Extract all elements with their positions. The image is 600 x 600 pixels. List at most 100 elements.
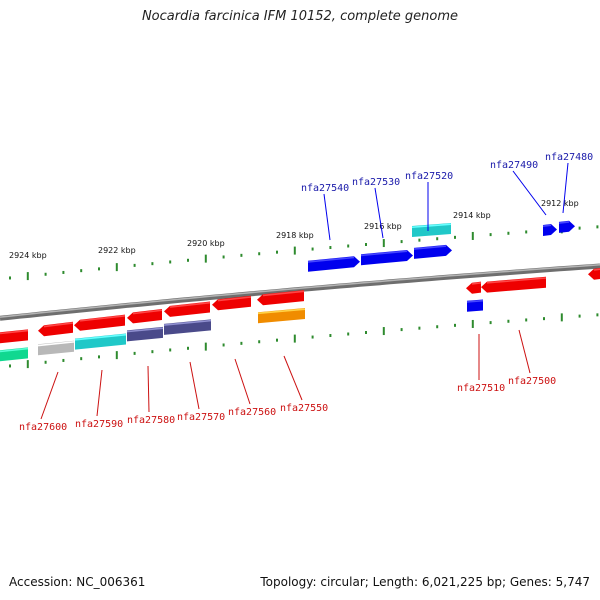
kbp-label: 2920 kbp (187, 239, 225, 248)
gene-red-edge-right (588, 268, 600, 280)
kbp-label: 2924 kbp (9, 251, 47, 260)
gene-nfa27510 (466, 281, 482, 294)
gene-nfa27550-highlight (262, 290, 305, 297)
gene-nfa27500-body (481, 276, 546, 293)
gene-slate-27580-highlight (126, 327, 164, 333)
gene-nfa27530-highlight (360, 250, 408, 257)
gene-nfa27510-body (466, 281, 481, 294)
gene-nfa27510-highlight (471, 282, 482, 285)
gene-label-reverse: nfa27600 (19, 422, 67, 433)
gene-green-edge-highlight (0, 347, 29, 353)
gene-grey (37, 340, 75, 356)
leader-line-reverse (40, 371, 59, 420)
accession-text: Accession: NC_006361 (9, 575, 146, 589)
gene-nfa27500 (481, 276, 547, 293)
gene-nfa27550-body (257, 290, 304, 306)
backbone-shadow (0, 263, 600, 321)
gene-red-edge (0, 329, 29, 344)
gene-label-reverse: nfa27510 (457, 383, 505, 394)
genome-summary-text: Topology: circular; Length: 6,021,225 bp… (260, 575, 590, 589)
gene-cyan-27590-highlight (74, 333, 127, 341)
gene-label-forward: nfa27490 (490, 160, 538, 171)
gene-nfa27570-highlight (169, 301, 211, 308)
leader-line-forward (323, 193, 331, 241)
gene-nfa27480-body (559, 220, 575, 233)
gene-label-forward: nfa27520 (405, 171, 453, 182)
gene-label-forward: nfa27530 (352, 177, 400, 188)
gene-red-edge-right-highlight (593, 268, 600, 271)
kbp-label: 2916 kbp (364, 222, 402, 231)
gene-grey-highlight (37, 341, 75, 347)
gene-nfa27490-highlight (542, 224, 552, 228)
leader-line-reverse (147, 365, 150, 413)
gene-orange-27550-highlight (257, 308, 306, 315)
gene-nfa27560 (212, 295, 252, 311)
gene-nfa27590 (74, 314, 126, 331)
gene-label-forward: nfa27480 (545, 152, 593, 163)
leader-line-reverse (234, 358, 251, 405)
gene-slate-27570 (163, 319, 212, 335)
gene-nfa27540-highlight (307, 256, 355, 263)
gene-nfa27520-cyan-highlight (411, 223, 452, 229)
gene-label-forward: nfa27540 (301, 183, 349, 194)
gene-nfa27490-body (543, 224, 557, 236)
gene-nfa27580-highlight (132, 309, 163, 315)
gene-nfa27480-highlight (558, 221, 570, 224)
gene-nfa27540-body (308, 256, 360, 272)
leader-line-forward (374, 187, 384, 239)
gene-cyan-27590-body (75, 333, 126, 350)
gene-nfa27480 (558, 220, 575, 233)
top-tick-row (9, 225, 599, 281)
gene-nfa27600 (38, 321, 74, 337)
gene-nfa27540 (307, 256, 360, 272)
gene-nfa27590-highlight (79, 315, 126, 322)
gene-track (0, 220, 600, 362)
backbone-highlight (0, 264, 600, 318)
gene-nfa27530 (360, 250, 413, 266)
gene-orange-27550 (257, 308, 306, 324)
gene-slate-27570-highlight (163, 319, 212, 326)
gene-label-reverse: nfa27580 (127, 415, 175, 426)
gene-label-reverse: nfa27560 (228, 407, 276, 418)
gene-green-edge (0, 347, 29, 362)
gene-red-edge-right-body (588, 268, 600, 280)
gene-label-reverse: nfa27550 (280, 403, 328, 414)
gene-nfa27570 (164, 301, 211, 317)
leader-line-forward (562, 162, 569, 214)
genome-backbone (0, 263, 600, 321)
kbp-label: 2912 kbp (541, 199, 579, 208)
gene-nfa27520-blue-highlight (413, 245, 447, 250)
gene-nfa27490 (542, 224, 557, 236)
gene-blue-27510-body (467, 299, 483, 312)
gene-label-reverse: nfa27590 (75, 419, 123, 430)
leader-line-forward (512, 170, 547, 216)
gene-nfa27520-blue (413, 244, 452, 259)
page-title: Nocardia farcinica IFM 10152, complete g… (141, 9, 459, 24)
gene-nfa27570-body (164, 301, 210, 317)
kbp-label: 2918 kbp (276, 231, 314, 240)
gene-nfa27500-highlight (486, 277, 547, 284)
kbp-label: 2922 kbp (98, 246, 136, 255)
leader-line-reverse (189, 361, 200, 410)
gene-label-reverse: nfa27570 (177, 412, 225, 423)
gene-nfa27560-highlight (217, 296, 252, 302)
gene-blue-27510-highlight (466, 299, 484, 303)
leader-line-reverse (96, 369, 103, 417)
gene-red-edge-highlight (0, 329, 29, 335)
gene-nfa27520-cyan (411, 223, 452, 237)
leader-line-reverse (518, 329, 531, 374)
gene-label-reverse: nfa27500 (508, 376, 556, 387)
gene-nfa27550 (257, 290, 305, 306)
gene-nfa27600-highlight (43, 322, 74, 328)
gene-cyan-27590 (74, 333, 127, 350)
leader-line-reverse (283, 355, 303, 401)
bottom-tick-row (9, 313, 599, 369)
gene-slate-27580 (126, 326, 164, 342)
gene-blue-27510 (466, 299, 484, 312)
kbp-label-group: 2924 kbp 2922 kbp 2920 kbp 2918 kbp 2916 kbp… (9, 199, 579, 260)
gene-nfa27580 (127, 309, 163, 324)
kbp-label: 2914 kbp (453, 211, 491, 220)
gene-nfa27590-body (74, 314, 125, 331)
